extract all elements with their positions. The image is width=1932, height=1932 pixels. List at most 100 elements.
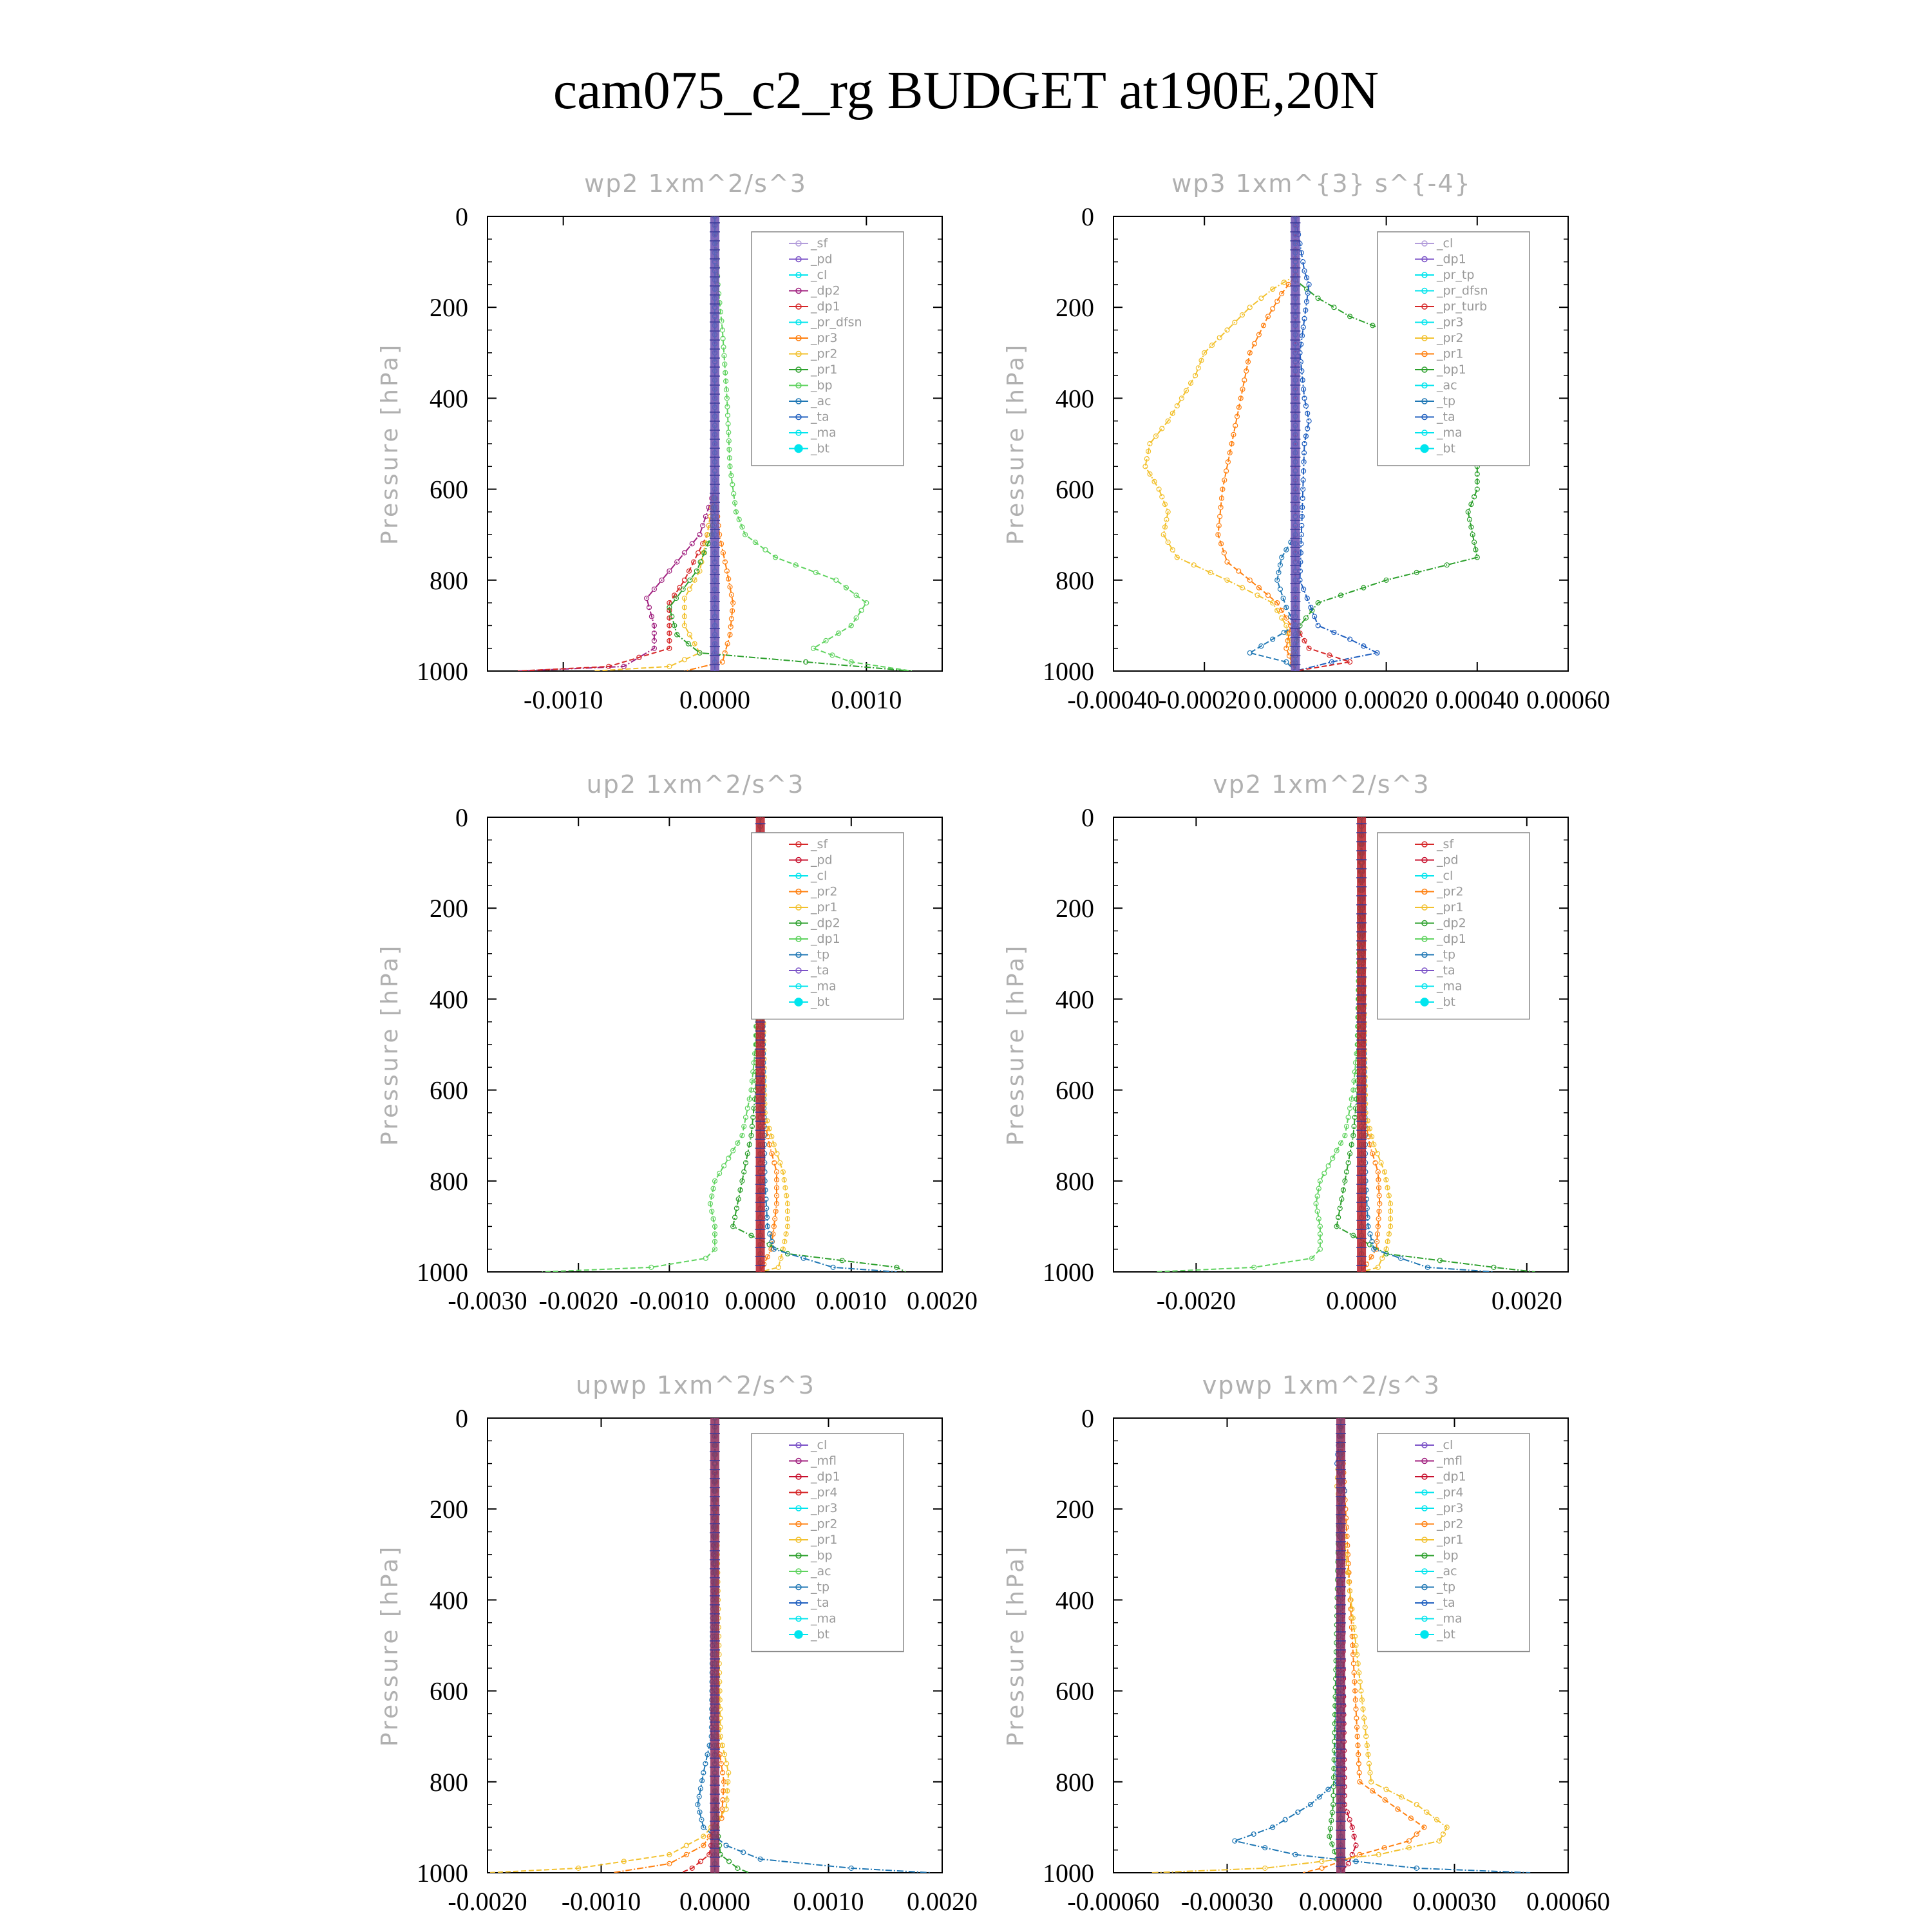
series-point	[784, 1224, 791, 1229]
series-point	[696, 1794, 702, 1799]
x-tick-label: 0.0010	[793, 1887, 864, 1916]
series-point	[1352, 1688, 1358, 1694]
series-line-pr1	[1361, 817, 1391, 1272]
y-tick-label: 800	[1056, 1167, 1094, 1196]
series-point	[803, 659, 809, 665]
series-point	[1302, 316, 1307, 321]
series-point	[1153, 433, 1159, 439]
series-point	[1279, 554, 1285, 560]
series-point	[1174, 554, 1180, 560]
panel-title: wp2 1xm^2/s^3	[584, 169, 807, 198]
series-point	[771, 1224, 777, 1229]
series-point	[681, 605, 688, 611]
series-point	[1301, 450, 1307, 456]
x-tick-label: 0.0000	[679, 1887, 750, 1916]
y-tick-label: 600	[1056, 1677, 1094, 1706]
legend-label: _tp	[1436, 1580, 1455, 1595]
series-point	[1191, 562, 1197, 568]
legend-label: _pr3	[810, 1501, 837, 1515]
series-point	[762, 547, 768, 553]
series-point	[1208, 569, 1213, 576]
legend-marker	[795, 1537, 802, 1543]
series-point	[721, 1779, 727, 1785]
series-line-tp	[697, 1418, 931, 1873]
series-point	[783, 1231, 789, 1237]
series-point	[1247, 577, 1253, 583]
zero-term-stack	[1336, 1418, 1345, 1873]
legend-marker	[795, 335, 802, 341]
legend-marker	[1421, 1442, 1428, 1448]
series-point	[778, 1255, 784, 1261]
series-point	[1227, 450, 1233, 456]
series-point	[701, 1770, 706, 1776]
series-point	[697, 650, 703, 656]
series-point	[780, 1169, 786, 1175]
series-point	[1377, 1200, 1383, 1207]
series-point	[728, 616, 735, 621]
series-point	[1306, 281, 1312, 287]
legend-label: _pr1	[1436, 900, 1463, 914]
series-point	[773, 1177, 780, 1183]
legend-marker	[795, 1615, 802, 1622]
x-tick-label: -0.00030	[1181, 1887, 1273, 1916]
series-point	[1302, 395, 1307, 401]
series-point	[1376, 1185, 1382, 1191]
series-point	[772, 1216, 778, 1222]
series-point	[1317, 1178, 1323, 1184]
series-point	[1304, 595, 1310, 601]
series-point	[726, 430, 732, 435]
legend: _cl _mfl _dp1 _pr4_pr3 _pr2 _pr1 _bp_ac _tp_ta _…	[751, 1433, 904, 1653]
series-point	[1474, 554, 1480, 560]
series-point	[699, 1817, 705, 1823]
series-point	[1376, 1216, 1381, 1222]
series-point	[730, 482, 735, 488]
x-tick-label: 0.0020	[1492, 1286, 1562, 1315]
series-point	[1174, 403, 1180, 409]
y-tick-label: 200	[1056, 894, 1094, 923]
series-point	[1217, 335, 1222, 341]
series-point	[1331, 1802, 1336, 1808]
series-point	[743, 1160, 749, 1166]
series-point	[721, 1752, 728, 1757]
series-point	[1295, 1809, 1301, 1815]
series-point	[674, 632, 680, 638]
series-point	[721, 353, 727, 359]
legend-label: _pd	[810, 853, 833, 867]
series-point	[1300, 504, 1305, 510]
series-point	[1345, 1114, 1351, 1121]
series-point	[750, 1114, 756, 1121]
series-point	[722, 559, 728, 565]
series-point	[606, 663, 612, 670]
legend-box	[751, 231, 904, 466]
x-tick-label: 0.00020	[1345, 685, 1428, 714]
legend-label: _tp	[1436, 948, 1455, 962]
series-point	[1383, 1177, 1389, 1183]
series-point	[1306, 418, 1312, 424]
series-point	[1195, 365, 1201, 371]
series-point	[726, 1859, 732, 1864]
legend-label: _pr4	[810, 1486, 837, 1500]
series-point	[1300, 477, 1306, 483]
legend-label: _sf	[810, 837, 828, 851]
series-point	[1444, 1824, 1450, 1830]
series-point	[1240, 386, 1245, 392]
series-point	[721, 344, 726, 350]
series-point	[1367, 1126, 1372, 1132]
x-tick-label: -0.0020	[539, 1286, 618, 1315]
plot-area	[488, 1418, 931, 1873]
series-point	[766, 1126, 772, 1132]
series-point	[724, 404, 730, 410]
legend-label: _bt	[810, 995, 829, 1009]
series-point	[1350, 1233, 1356, 1238]
y-tick-label: 1000	[1043, 1859, 1094, 1888]
panel-1: wp2 1xm^2/s^3 Pressure [hPa] 0 200 400 600 800…	[377, 169, 943, 714]
series-point	[667, 568, 672, 574]
series-point	[1356, 1670, 1362, 1676]
series-point	[1302, 268, 1307, 274]
y-tick-label: 800	[1056, 566, 1094, 595]
series-point	[719, 327, 725, 333]
y-axis-label: Pressure [hPa]	[377, 343, 403, 545]
series-point	[1209, 342, 1215, 348]
legend-label: _pr2	[1436, 1517, 1463, 1531]
series-point	[1242, 377, 1247, 383]
